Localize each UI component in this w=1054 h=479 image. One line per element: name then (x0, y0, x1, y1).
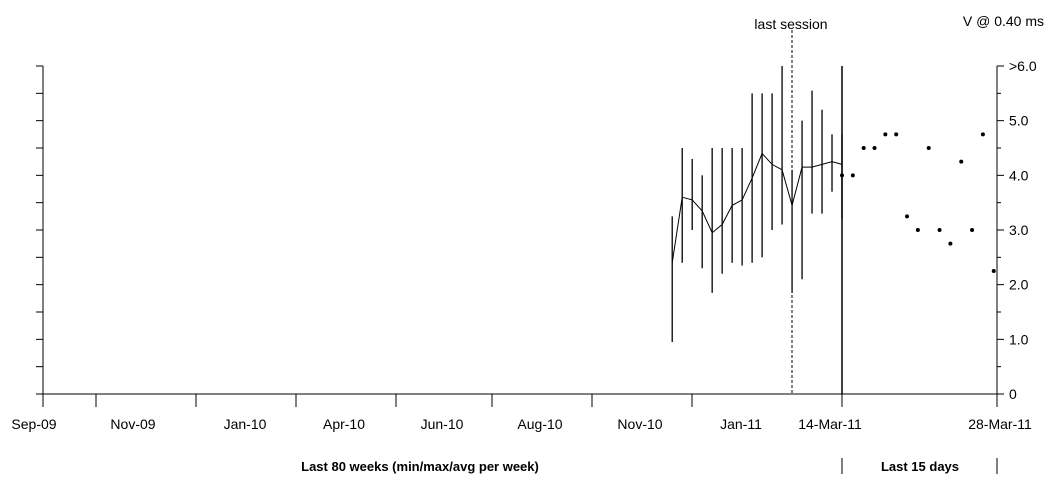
daily-point (883, 132, 888, 137)
right-axis-ticks: 0 1.0 2.0 3.0 4.0 5.0 >6.0 (997, 58, 1037, 402)
x-axis-ticks: Sep-09 Nov-09 Jan-10 Apr-10 Jun-10 Aug-10 Nov-… (11, 394, 1032, 432)
weekly-section-label: Last 80 weeks (min/max/avg per week) (301, 459, 539, 474)
daily-point (872, 146, 877, 150)
daily-point (980, 132, 985, 137)
left-axis-ticks (36, 65, 43, 395)
daily-point (959, 159, 964, 164)
x-tick-label: Aug-10 (517, 416, 562, 432)
daily-point (926, 146, 931, 150)
daily-point (905, 214, 910, 219)
weekly-minmax-bars (671, 66, 843, 343)
daily-point (948, 241, 953, 246)
daily-point (861, 146, 866, 150)
daily-point (840, 173, 844, 178)
daily-point (970, 228, 975, 232)
y-tick-label: 2.0 (1009, 277, 1029, 293)
x-tick-label: 28-Mar-11 (968, 416, 1032, 432)
x-tick-label: 14-Mar-11 (798, 416, 862, 432)
daily-points (840, 132, 996, 273)
x-tick-label: Apr-10 (323, 416, 365, 432)
y-tick-label: 4.0 (1009, 167, 1029, 183)
daily-point (850, 173, 855, 178)
corner-label: V @ 0.40 ms (963, 13, 1044, 29)
y-tick-label: 3.0 (1009, 222, 1029, 238)
x-tick-label: Nov-10 (617, 416, 662, 432)
last-session-label: last session (754, 16, 827, 32)
x-tick-label: Jun-10 (421, 416, 464, 432)
x-tick-label: Jan-11 (720, 416, 762, 432)
daily-section-label: Last 15 days (881, 459, 959, 474)
y-tick-label: 0 (1009, 386, 1017, 402)
daily-point (991, 269, 996, 273)
x-tick-label: Nov-09 (110, 416, 155, 432)
daily-point (937, 228, 942, 232)
y-tick-label: >6.0 (1009, 58, 1037, 74)
weekly-average-line (671, 152, 843, 263)
daily-point (915, 228, 920, 232)
y-tick-label: 5.0 (1009, 113, 1029, 129)
weekly-average-series (671, 152, 843, 263)
daily-point (894, 132, 899, 137)
x-tick-label: Sep-09 (11, 416, 56, 432)
y-tick-label: 1.0 (1009, 331, 1029, 347)
x-tick-label: Jan-10 (224, 416, 267, 432)
